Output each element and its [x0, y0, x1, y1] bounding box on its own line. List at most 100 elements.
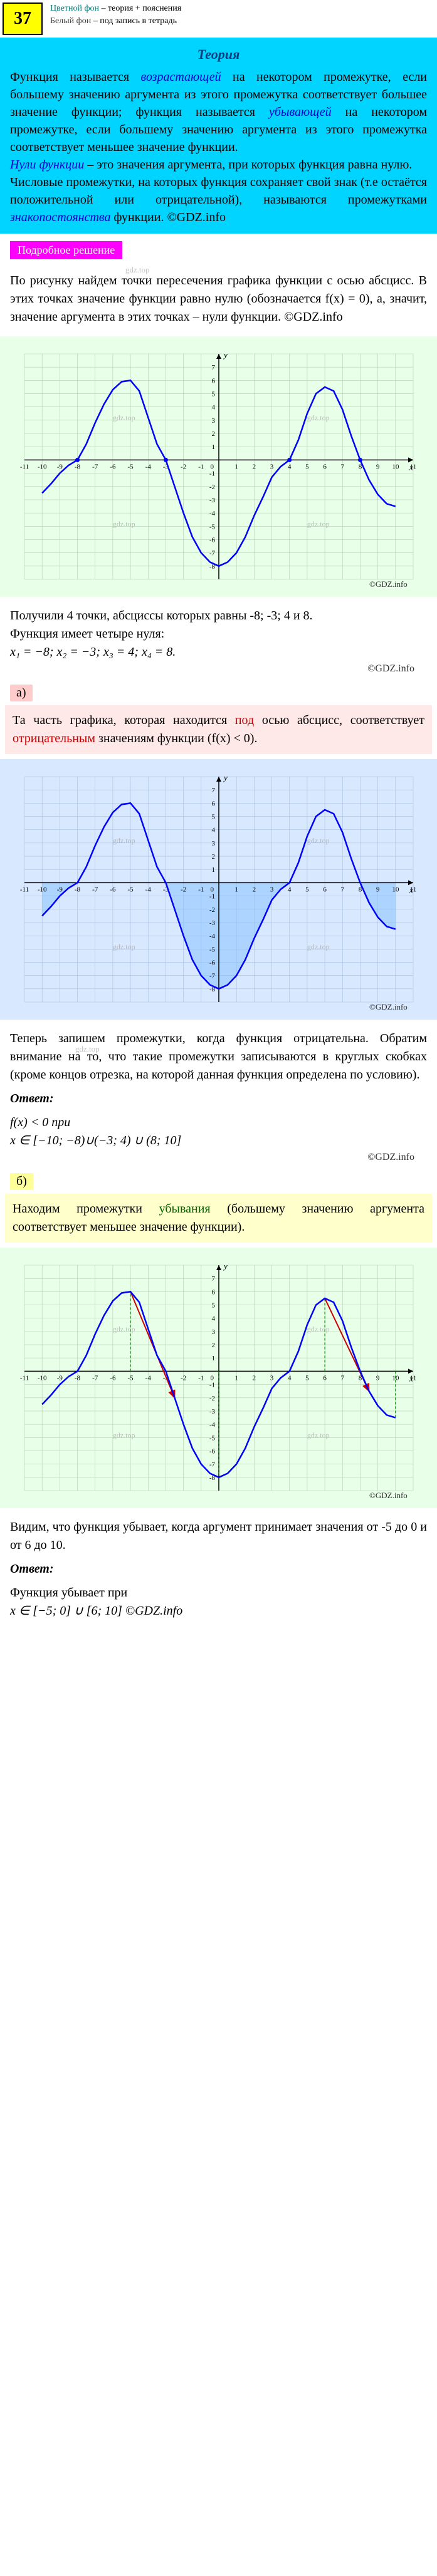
term-sign-constancy: знакопостоянства — [10, 210, 110, 224]
theory-p2: Нули функции – это значения аргумента, п… — [10, 156, 427, 173]
svg-text:-4: -4 — [145, 1375, 151, 1382]
svg-text:gdz.top: gdz.top — [112, 519, 135, 528]
svg-text:11: 11 — [409, 886, 416, 893]
svg-text:-2: -2 — [209, 484, 214, 491]
svg-text:6: 6 — [211, 1289, 215, 1296]
svg-text:-5: -5 — [127, 886, 134, 893]
svg-text:4: 4 — [287, 463, 291, 470]
svg-text:-6: -6 — [110, 463, 116, 470]
part-a-p2: Теперь запишем промежутки, когда функция… — [10, 1030, 427, 1084]
svg-text:11: 11 — [409, 1375, 416, 1382]
svg-text:-11: -11 — [19, 1375, 28, 1382]
svg-text:4: 4 — [287, 1375, 291, 1382]
svg-text:-7: -7 — [92, 886, 98, 893]
svg-text:-1: -1 — [198, 1375, 204, 1382]
svg-text:-2: -2 — [209, 1395, 214, 1402]
svg-text:6: 6 — [323, 1375, 327, 1382]
svg-text:-2: -2 — [181, 463, 186, 470]
text: функции. ©GDZ.info — [110, 210, 226, 224]
svg-text:11: 11 — [409, 463, 416, 470]
svg-text:7: 7 — [211, 1275, 215, 1283]
svg-text:7: 7 — [340, 1375, 344, 1382]
svg-text:-8: -8 — [74, 1375, 80, 1382]
svg-text:gdz.top: gdz.top — [112, 1325, 135, 1333]
svg-text:10: 10 — [392, 886, 399, 893]
svg-text:4: 4 — [287, 886, 291, 893]
text: Функция называется — [10, 70, 141, 84]
svg-text:-10: -10 — [37, 886, 46, 893]
svg-text:-7: -7 — [209, 1461, 215, 1469]
svg-text:©GDZ.info: ©GDZ.info — [369, 1002, 408, 1011]
term-increasing: возрастающей — [141, 70, 221, 84]
svg-text:-5: -5 — [209, 1434, 215, 1442]
graph-1: xy-11-10-9-8-7-6-5-4-3-2-11234567891011-… — [0, 336, 437, 597]
svg-text:2: 2 — [252, 1375, 256, 1382]
legend-colored-label: Цветной фон — [50, 4, 99, 13]
part-a-p1: Та часть графика, которая находится под … — [13, 711, 424, 748]
svg-text:-2: -2 — [181, 1375, 186, 1382]
svg-text:2: 2 — [211, 1342, 215, 1349]
svg-text:-11: -11 — [19, 463, 28, 470]
svg-text:5: 5 — [211, 390, 215, 398]
graph-2: xy-11-10-9-8-7-6-5-4-3-2-11234567891011-… — [0, 759, 437, 1020]
intro-text: По рисунку найдем точки пересечения граф… — [10, 272, 427, 326]
svg-text:-8: -8 — [74, 886, 80, 893]
svg-text:0: 0 — [210, 886, 214, 893]
svg-text:-6: -6 — [209, 1448, 215, 1456]
part-a-p2-block: gdz.top Теперь запишем промежутки, когда… — [0, 1025, 437, 1089]
text: Находим промежутки — [13, 1202, 159, 1216]
problem-number-badge: 37 — [3, 3, 43, 35]
svg-text:-10: -10 — [37, 1375, 46, 1382]
svg-text:-9: -9 — [56, 463, 63, 470]
answer-b: Функция убывает при x ∈ [−5; 0] ∪ [6; 10… — [0, 1579, 437, 1625]
svg-text:10: 10 — [392, 463, 399, 470]
svg-text:-1: -1 — [198, 463, 204, 470]
graph-2-svg: xy-11-10-9-8-7-6-5-4-3-2-11234567891011-… — [12, 764, 426, 1015]
svg-text:5: 5 — [211, 814, 215, 821]
legend: Цветной фон – теория + пояснения Белый ф… — [50, 3, 181, 27]
part-b-p2: Видим, что функция убывает, когда аргуме… — [10, 1518, 427, 1554]
svg-text:gdz.top: gdz.top — [112, 942, 135, 951]
svg-text:gdz.top: gdz.top — [307, 1430, 329, 1439]
theory-box: Теория Функция называется возрастающей н… — [0, 38, 437, 234]
answer-b-line1: Функция убывает при — [10, 1584, 427, 1602]
svg-text:1: 1 — [234, 886, 238, 893]
svg-text:4: 4 — [211, 827, 215, 834]
svg-text:-9: -9 — [56, 1375, 63, 1382]
solution-intro: gdz.top По рисунку найдем точки пересече… — [0, 267, 437, 331]
copyright: ©GDZ.info — [10, 661, 427, 676]
text: Та часть графика, которая находится — [13, 713, 235, 727]
svg-text:-7: -7 — [209, 549, 215, 557]
svg-text:1: 1 — [211, 443, 215, 451]
term-decrease: убывания — [159, 1202, 211, 1216]
term-under: под — [235, 713, 254, 727]
svg-text:-4: -4 — [145, 886, 151, 893]
svg-text:gdz.top: gdz.top — [112, 1430, 135, 1439]
svg-text:-6: -6 — [209, 959, 215, 966]
svg-text:-6: -6 — [110, 886, 116, 893]
text: Числовые промежутки, на которых функция … — [10, 175, 427, 207]
svg-text:9: 9 — [376, 463, 379, 470]
svg-text:0: 0 — [210, 463, 214, 470]
answer-a-line1: f(x) < 0 при — [10, 1114, 427, 1132]
after-graph-1: Получили 4 точки, абсциссы которых равны… — [0, 602, 437, 681]
svg-text:9: 9 — [376, 1375, 379, 1382]
svg-text:-11: -11 — [19, 886, 28, 893]
svg-text:-5: -5 — [209, 946, 215, 953]
svg-text:-1: -1 — [198, 886, 204, 893]
part-a-label: а) — [10, 685, 33, 701]
legend-white-label: Белый фон — [50, 16, 91, 26]
answer-a-label: Ответ: — [0, 1089, 437, 1109]
svg-text:-10: -10 — [37, 463, 46, 470]
part-b-p1: Находим промежутки убывания (большему зн… — [13, 1200, 424, 1236]
svg-text:0: 0 — [210, 1375, 214, 1382]
text: Получили 4 точки, абсциссы которых равны… — [10, 607, 427, 625]
svg-text:-7: -7 — [92, 463, 98, 470]
svg-text:-5: -5 — [127, 463, 134, 470]
svg-text:7: 7 — [340, 463, 344, 470]
svg-text:-7: -7 — [209, 973, 215, 980]
svg-text:-4: -4 — [209, 510, 215, 517]
svg-text:gdz.top: gdz.top — [307, 413, 329, 422]
svg-text:gdz.top: gdz.top — [307, 1325, 329, 1333]
svg-text:-2: -2 — [209, 906, 214, 914]
